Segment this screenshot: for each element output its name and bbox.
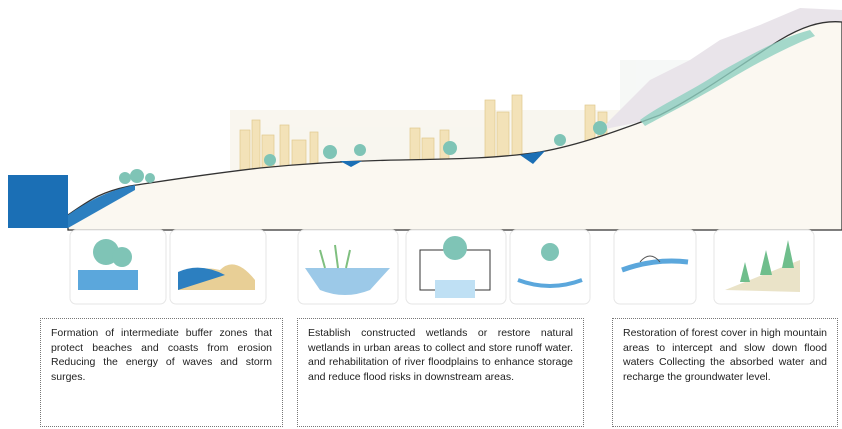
page: Formation of intermediate buffer zones t… <box>0 0 842 429</box>
sea <box>8 175 68 228</box>
caption-box: Restoration of forest cover in high moun… <box>612 318 838 427</box>
caption-box: Formation of intermediate buffer zones t… <box>40 318 283 427</box>
caption-box: Establish constructed wetlands or restor… <box>297 318 584 427</box>
